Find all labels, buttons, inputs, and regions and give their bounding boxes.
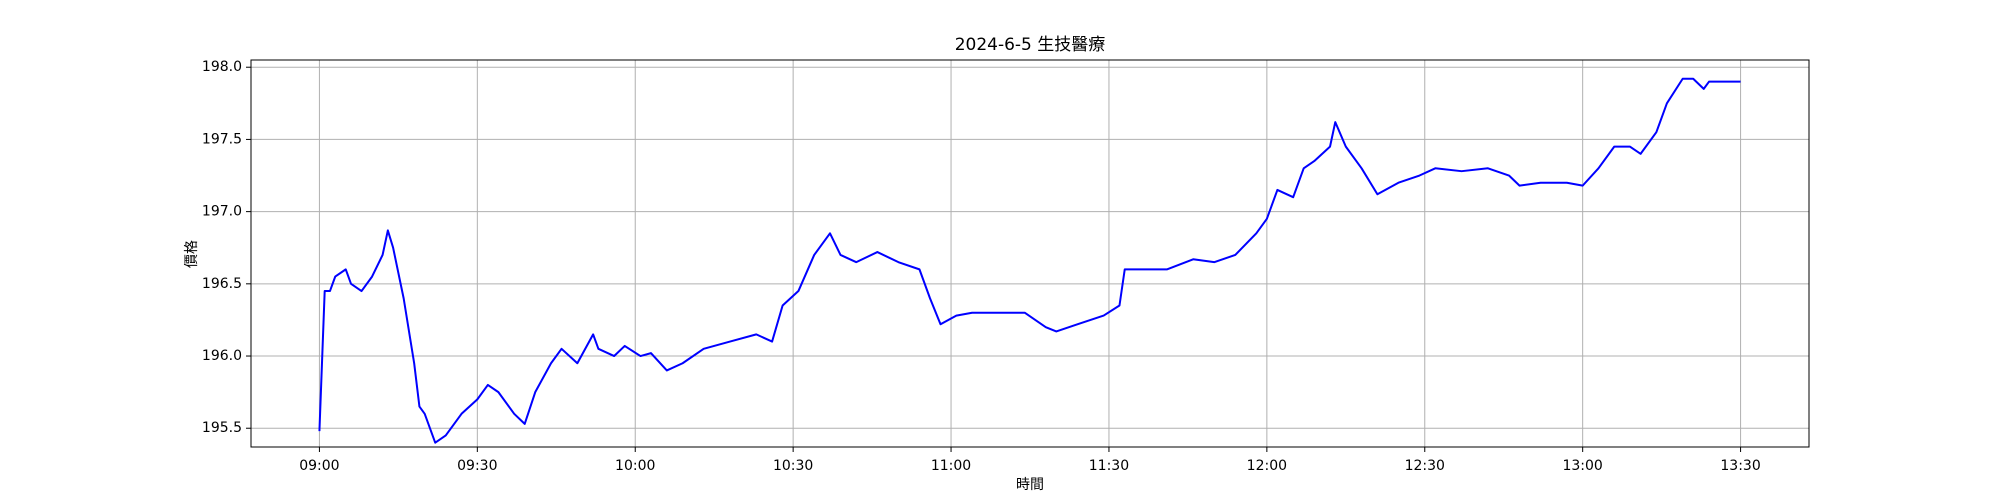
x-tick-label: 10:00 xyxy=(615,458,655,474)
plot-frame xyxy=(250,59,1810,448)
y-tick-label: 197.0 xyxy=(202,204,242,220)
y-axis-label: 價格 xyxy=(183,240,200,268)
x-tick-label: 09:00 xyxy=(299,458,339,474)
x-tick-label: 11:30 xyxy=(1089,458,1129,474)
y-tick-label: 197.5 xyxy=(202,131,242,147)
x-tick-label: 10:30 xyxy=(773,458,813,474)
x-tick-label: 13:00 xyxy=(1562,458,1602,474)
x-tick-label: 09:30 xyxy=(457,458,497,474)
x-tick-label: 13:30 xyxy=(1720,458,1760,474)
y-tick-label: 198.0 xyxy=(202,59,242,75)
price-line xyxy=(318,77,1741,444)
x-tick-label: 12:30 xyxy=(1405,458,1445,474)
x-tick-label: 11:00 xyxy=(931,458,971,474)
x-tick-label: 12:00 xyxy=(1247,458,1287,474)
chart-title: 2024-6-5 生技醫療 xyxy=(955,35,1106,55)
y-tick-label: 196.5 xyxy=(202,276,242,292)
x-axis-label: 時間 xyxy=(1016,477,1044,493)
y-tick-label: 195.5 xyxy=(202,420,242,436)
y-tick-label: 196.0 xyxy=(202,348,242,364)
